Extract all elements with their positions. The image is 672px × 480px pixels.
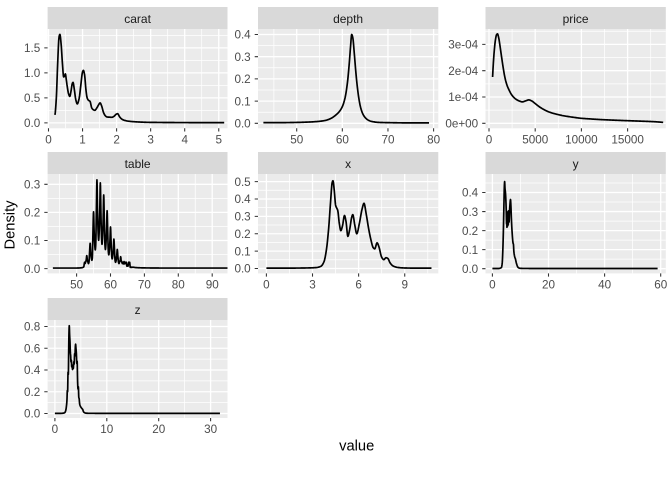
svg-text:0.4: 0.4 xyxy=(234,29,251,42)
svg-text:5: 5 xyxy=(215,134,222,147)
svg-text:80: 80 xyxy=(427,134,441,147)
svg-text:90: 90 xyxy=(206,279,220,292)
svg-text:0.3: 0.3 xyxy=(462,206,478,219)
svg-text:0.5: 0.5 xyxy=(24,92,41,105)
svg-text:0.1: 0.1 xyxy=(234,95,250,108)
svg-text:20: 20 xyxy=(542,279,556,292)
svg-text:y: y xyxy=(573,157,579,171)
svg-text:0.1: 0.1 xyxy=(24,235,40,248)
svg-text:0.8: 0.8 xyxy=(24,321,40,334)
svg-text:0.1: 0.1 xyxy=(234,245,250,258)
svg-text:Density: Density xyxy=(3,200,19,250)
svg-text:50: 50 xyxy=(70,279,84,292)
svg-text:60: 60 xyxy=(336,134,350,147)
svg-text:70: 70 xyxy=(138,279,152,292)
svg-text:0: 0 xyxy=(45,134,52,147)
svg-text:20: 20 xyxy=(152,423,166,436)
svg-text:80: 80 xyxy=(172,279,186,292)
svg-text:0.2: 0.2 xyxy=(234,73,250,86)
svg-text:0: 0 xyxy=(52,423,59,436)
svg-text:0.2: 0.2 xyxy=(24,386,40,399)
svg-text:1e-04: 1e-04 xyxy=(448,91,478,104)
svg-text:0.2: 0.2 xyxy=(24,207,40,220)
svg-text:x: x xyxy=(345,157,351,171)
svg-text:10000: 10000 xyxy=(565,134,598,147)
svg-text:0: 0 xyxy=(263,279,270,292)
svg-text:0.0: 0.0 xyxy=(24,117,41,130)
svg-text:z: z xyxy=(135,303,141,317)
svg-text:3e-04: 3e-04 xyxy=(448,39,478,52)
svg-text:1: 1 xyxy=(79,134,86,147)
svg-text:10: 10 xyxy=(100,423,114,436)
svg-text:0.1: 0.1 xyxy=(462,244,478,257)
svg-text:9: 9 xyxy=(401,279,408,292)
svg-text:50: 50 xyxy=(290,134,304,147)
svg-text:2: 2 xyxy=(113,134,120,147)
svg-text:0.0: 0.0 xyxy=(234,118,251,131)
svg-text:0: 0 xyxy=(486,134,493,147)
svg-text:0.0: 0.0 xyxy=(462,263,479,276)
svg-text:60: 60 xyxy=(654,279,668,292)
svg-text:price: price xyxy=(563,12,589,26)
svg-text:0.0: 0.0 xyxy=(24,408,41,421)
svg-text:3: 3 xyxy=(309,279,316,292)
svg-text:60: 60 xyxy=(104,279,118,292)
svg-text:0.4: 0.4 xyxy=(462,187,479,200)
svg-text:0: 0 xyxy=(489,279,496,292)
svg-text:0.2: 0.2 xyxy=(234,228,250,241)
svg-text:0.3: 0.3 xyxy=(234,211,250,224)
svg-text:depth: depth xyxy=(333,12,363,26)
svg-text:70: 70 xyxy=(381,134,395,147)
svg-text:table: table xyxy=(125,157,151,171)
svg-text:0.3: 0.3 xyxy=(234,51,250,64)
svg-text:4: 4 xyxy=(181,134,188,147)
svg-text:0.2: 0.2 xyxy=(462,225,478,238)
svg-text:5000: 5000 xyxy=(522,134,549,147)
svg-text:6: 6 xyxy=(355,279,362,292)
svg-text:0.3: 0.3 xyxy=(24,179,40,192)
svg-text:0.5: 0.5 xyxy=(234,176,251,189)
svg-text:0.6: 0.6 xyxy=(24,342,40,355)
svg-text:value: value xyxy=(339,439,374,455)
svg-text:0.0: 0.0 xyxy=(24,263,41,276)
svg-text:carat: carat xyxy=(124,12,151,26)
svg-text:0e+00: 0e+00 xyxy=(445,118,478,131)
svg-text:3: 3 xyxy=(147,134,154,147)
svg-text:0.4: 0.4 xyxy=(234,193,251,206)
svg-text:1.0: 1.0 xyxy=(24,67,41,80)
svg-text:30: 30 xyxy=(204,423,218,436)
svg-text:0.4: 0.4 xyxy=(24,364,41,377)
svg-text:15000: 15000 xyxy=(611,134,644,147)
svg-text:40: 40 xyxy=(598,279,612,292)
svg-text:1.5: 1.5 xyxy=(24,42,41,55)
svg-text:2e-04: 2e-04 xyxy=(448,65,478,78)
svg-text:0.0: 0.0 xyxy=(234,263,251,276)
